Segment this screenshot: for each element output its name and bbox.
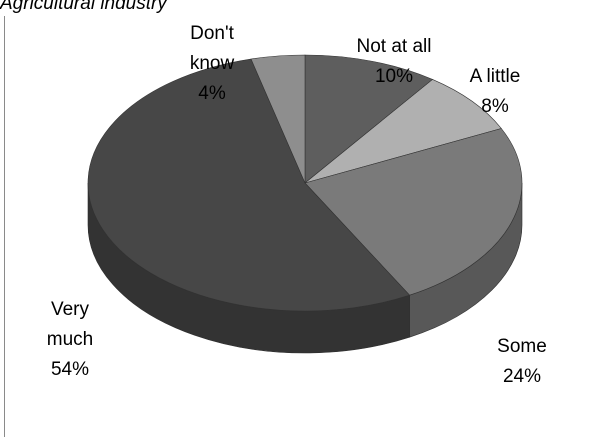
pie-slice-very-much	[87, 58, 411, 312]
slice-label-don-t-know-2: 4%	[198, 83, 226, 104]
slice-label-not-at-all-0: Not at all	[357, 36, 432, 57]
slice-label-some-1: 24%	[503, 366, 541, 387]
slice-label-some-0: Some	[497, 336, 547, 357]
slice-label-a-little-0: A little	[470, 66, 521, 87]
slice-label-very-much-1: much	[47, 329, 93, 350]
slice-label-don-t-know-0: Don't	[190, 23, 234, 44]
slice-label-very-much-0: Very	[51, 299, 90, 320]
pie-slice-a-little	[304, 79, 502, 184]
slice-label-very-much-2: 54%	[51, 359, 89, 380]
plot-area-frame	[4, 16, 587, 437]
pie-top-layer	[87, 54, 523, 312]
pie-slice-don-t-know	[250, 54, 306, 184]
pie-labels: Not at all 10% A little 8% Some 24% Very much 54…	[47, 23, 547, 387]
chart-title: Agricultural industry	[0, 0, 167, 14]
slice-label-not-at-all-1: 10%	[375, 66, 413, 87]
pie-slice-some	[304, 128, 523, 296]
pie-slice-not-at-all	[304, 54, 434, 184]
slice-label-a-little-1: 8%	[481, 96, 509, 117]
slice-label-don-t-know-1: know	[190, 53, 235, 74]
